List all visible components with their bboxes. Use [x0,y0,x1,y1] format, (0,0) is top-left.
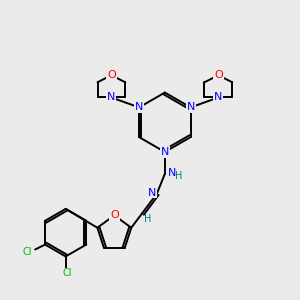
Text: H: H [144,214,152,224]
Text: Cl: Cl [22,248,32,257]
Text: N: N [186,102,195,112]
Text: Cl: Cl [63,268,72,278]
Text: N: N [107,92,116,103]
Text: O: O [110,210,119,220]
Text: N: N [148,188,156,198]
Text: O: O [107,70,116,80]
Text: N: N [214,92,223,103]
Text: O: O [214,70,223,80]
Text: N: N [161,147,169,157]
Text: H: H [175,171,182,181]
Text: N: N [135,102,143,112]
Text: N: N [168,168,176,178]
